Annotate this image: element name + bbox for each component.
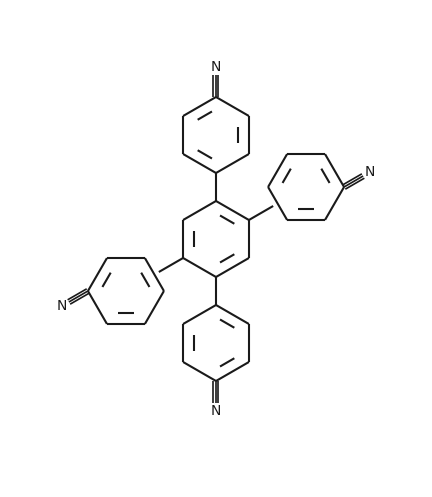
Text: N: N [365,165,375,179]
Text: N: N [57,299,67,313]
Text: N: N [211,60,221,74]
Text: N: N [211,404,221,418]
